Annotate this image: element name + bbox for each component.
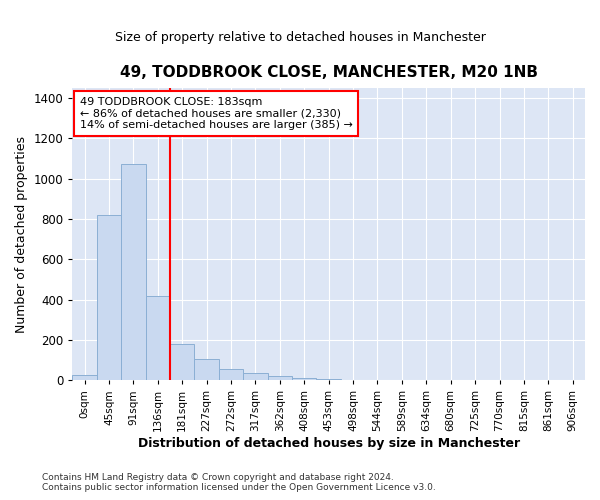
Text: Size of property relative to detached houses in Manchester: Size of property relative to detached ho… <box>115 31 485 44</box>
Y-axis label: Number of detached properties: Number of detached properties <box>15 136 28 332</box>
Bar <box>73 376 97 380</box>
Bar <box>170 344 194 381</box>
Bar <box>121 164 146 380</box>
Bar <box>243 372 268 380</box>
Bar <box>292 378 316 380</box>
Bar <box>268 376 292 380</box>
Text: 49 TODDBROOK CLOSE: 183sqm
← 86% of detached houses are smaller (2,330)
14% of s: 49 TODDBROOK CLOSE: 183sqm ← 86% of deta… <box>80 97 353 130</box>
Text: Contains HM Land Registry data © Crown copyright and database right 2024.
Contai: Contains HM Land Registry data © Crown c… <box>42 473 436 492</box>
Bar <box>146 296 170 380</box>
Title: 49, TODDBROOK CLOSE, MANCHESTER, M20 1NB: 49, TODDBROOK CLOSE, MANCHESTER, M20 1NB <box>119 65 538 80</box>
X-axis label: Distribution of detached houses by size in Manchester: Distribution of detached houses by size … <box>137 437 520 450</box>
Bar <box>219 368 243 380</box>
Bar <box>194 359 219 380</box>
Bar <box>97 215 121 380</box>
